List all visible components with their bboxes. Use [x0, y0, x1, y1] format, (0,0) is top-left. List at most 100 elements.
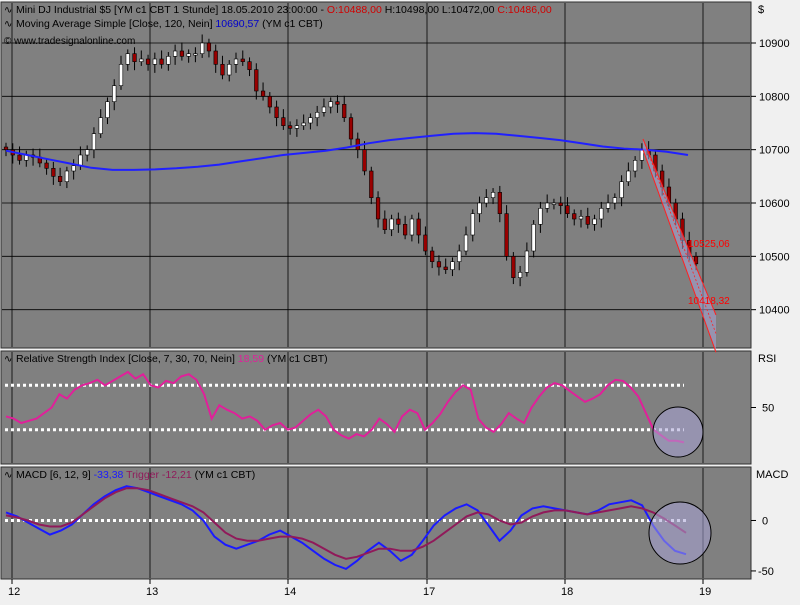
price-low: L:10472,00: [439, 4, 495, 16]
price-instrument: Mini DJ Industrial $5 [YM c1 CBT 1 Stund…: [16, 4, 327, 16]
candle-body: [58, 176, 63, 182]
price-header-icon: ∿: [4, 5, 12, 16]
candle-body: [693, 256, 699, 265]
ma-header-icon: ∿: [4, 19, 12, 30]
candle-body: [470, 213, 475, 236]
candle-body: [382, 218, 387, 230]
candle-body: [17, 154, 22, 161]
candle-body: [186, 53, 191, 57]
macd-value: -33,38: [91, 469, 124, 481]
candle-body: [633, 160, 638, 172]
axis-labels-layer: 12 13 14 17 18 19 10400 10500 10600 10700 10800 109…: [8, 38, 790, 598]
currency-label: $: [758, 4, 764, 16]
candle-body: [274, 106, 279, 118]
candle-body: [91, 133, 97, 150]
rsi-header-icon: ∿: [4, 354, 12, 365]
macd-panel[interactable]: [0, 466, 752, 580]
candle-body: [193, 53, 198, 56]
candle-body: [200, 42, 205, 54]
candle-body: [254, 69, 259, 92]
copyright-text: © www.tradesignalonline.com: [4, 36, 135, 47]
candle-body: [125, 53, 130, 65]
candle-body: [409, 218, 414, 236]
candle-body: [118, 64, 124, 86]
candle-body: [565, 205, 570, 214]
candle-body: [78, 154, 83, 166]
macd-tick-label: -50: [758, 566, 774, 578]
x-tick-label: 17: [423, 586, 435, 598]
macd-label: MACD [6, 12, 9]: [16, 469, 91, 481]
candle-body: [524, 250, 529, 273]
channel-fill: [643, 139, 716, 353]
price-tick-label: 10500: [759, 251, 790, 263]
candle-body: [315, 112, 320, 118]
channel-annotation-label: 10418,32: [688, 296, 730, 307]
candle-body: [98, 117, 103, 134]
candle-body: [592, 218, 597, 225]
candle-body: [457, 250, 462, 262]
x-tick-label: 18: [561, 586, 573, 598]
candle-body: [335, 101, 340, 105]
candle-body: [477, 202, 482, 214]
candle-body: [436, 261, 442, 268]
candle-body: [484, 197, 489, 204]
candle-body: [267, 96, 272, 108]
candle-body: [497, 192, 502, 214]
candle-body: [179, 50, 184, 57]
macd-header: MACD [6, 12, 9] -33,38 Trigger -12,21 (Y…: [16, 469, 255, 481]
candle-body: [626, 170, 631, 182]
macd-header-icon: ∿: [4, 470, 12, 481]
candle-body: [504, 213, 509, 257]
candle-body: [173, 50, 178, 57]
candle-body: [619, 181, 624, 198]
candle-body: [572, 213, 577, 220]
candle-body: [538, 208, 543, 225]
rsi-panel[interactable]: [0, 350, 752, 465]
candle-body: [227, 64, 232, 76]
ma-header: Moving Average Simple [Close, 120, Nein]…: [16, 18, 323, 30]
grid-layer: [2, 3, 750, 578]
rsi-axis-title: RSI: [758, 353, 776, 365]
candle-body: [206, 42, 212, 52]
candle-body: [71, 165, 76, 172]
candle-body: [132, 53, 137, 62]
candle-body: [389, 218, 394, 230]
macd-trigger-label: Trigger: [123, 469, 159, 481]
candle-body: [240, 58, 245, 62]
price-tick-label: 10600: [759, 198, 790, 210]
macd-trigger-line: [5, 487, 687, 560]
candle-body: [294, 125, 299, 129]
candle-body: [288, 125, 293, 129]
candle-body: [145, 58, 151, 65]
candle-body: [612, 197, 617, 204]
candle-body: [443, 266, 448, 270]
rsi-highlight-circle: [652, 406, 704, 458]
candle-body: [321, 106, 327, 113]
price-open: O:10488,00: [327, 4, 382, 16]
x-tick-label: 13: [146, 586, 158, 598]
candle-body: [531, 224, 536, 252]
price-tick-label: 10700: [759, 145, 790, 157]
candle-body: [281, 117, 286, 126]
rsi-value: 18,59: [235, 353, 264, 365]
candle-body: [64, 170, 69, 182]
candle-body: [416, 218, 421, 236]
price-panel[interactable]: [0, 1, 752, 349]
candle-body: [545, 202, 550, 209]
candle-body: [599, 208, 604, 220]
channel-lower-line: [642, 149, 717, 353]
x-tick-label: 14: [284, 586, 296, 598]
candle-body: [159, 58, 164, 65]
candle-body: [511, 256, 516, 278]
candle-body: [558, 202, 563, 206]
macd-highlight-circle: [648, 501, 712, 565]
candle-body: [166, 56, 171, 65]
price-tick-label: 10900: [759, 38, 790, 50]
rsi-tick-label: 50: [762, 403, 774, 415]
macd-tick-label: 0: [762, 515, 768, 527]
candle-body: [112, 85, 117, 102]
channel-upper-line: [642, 138, 717, 316]
candle-body: [308, 117, 313, 124]
candle-body: [605, 202, 611, 209]
